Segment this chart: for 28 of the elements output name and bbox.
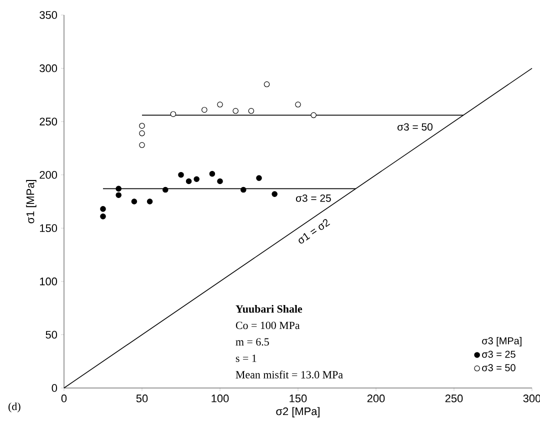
y-tick-label: 50 — [46, 330, 58, 339]
annotation: σ3 = 50 — [398, 123, 432, 131]
x-tick-label: 200 — [367, 394, 385, 402]
y-tick-label: 100 — [40, 278, 58, 286]
annotation: Mean misfit = 13.0 MPa — [236, 370, 343, 378]
y-tick-label: 200 — [40, 170, 58, 179]
x-tick-label: 50 — [136, 394, 148, 402]
x-tick-label: 250 — [445, 394, 463, 402]
text: (d) — [8, 402, 20, 412]
y-tick-label: 150 — [40, 224, 58, 232]
y-axis-title: σ1 [MPa] — [26, 180, 36, 224]
y-tick-label: 0 — [52, 384, 58, 392]
y-tick-label: 250 — [40, 118, 58, 126]
legend-label: σ3 = 25 — [482, 350, 516, 358]
annotation: σ3 = 25 — [296, 194, 331, 202]
x-tick-label: 0 — [61, 394, 67, 402]
annotation: σ1 = σ2 — [298, 219, 330, 244]
legend-label: σ3 = 50 — [482, 364, 516, 372]
annotation: m = 6.5 — [236, 338, 269, 346]
x-tick-label: 150 — [290, 394, 307, 402]
legend-title: σ3 [MPa] — [482, 337, 522, 346]
y-tick-label: 300 — [40, 64, 58, 72]
annotation: s = 1 — [236, 354, 256, 362]
y-tick-label: 350 — [40, 11, 58, 19]
x-axis-title: σ2 [MPa] — [276, 407, 320, 418]
x-tick-label: 100 — [212, 394, 229, 402]
annotation: Yuubari Shale — [236, 304, 302, 313]
annotation: Co = 100 MPa — [236, 322, 300, 330]
